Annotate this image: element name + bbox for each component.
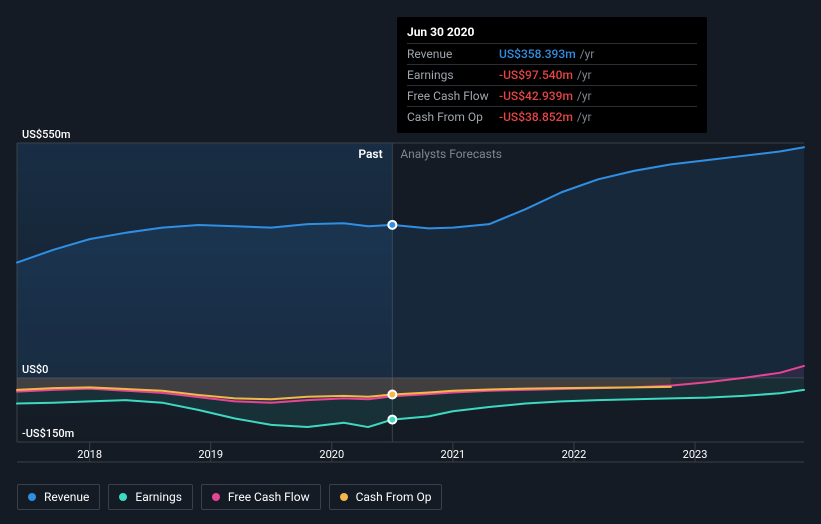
legend-label: Earnings	[135, 490, 182, 504]
legend-dot-icon	[212, 493, 220, 501]
x-axis-label: 2023	[683, 448, 708, 461]
tooltip-metric-unit: /yr	[577, 68, 592, 82]
tooltip-row: Free Cash Flow-US$42.939m/yr	[407, 85, 697, 106]
tooltip-metric-value: -US$38.852m	[499, 110, 573, 124]
tooltip-row: RevenueUS$358.393m/yr	[407, 43, 697, 64]
legend-label: Cash From Op	[356, 490, 432, 504]
y-axis-label: US$0	[22, 363, 48, 376]
x-axis-label: 2019	[198, 448, 223, 461]
x-axis-label: 2021	[441, 448, 466, 461]
y-axis-label: US$550m	[22, 128, 70, 141]
chart-legend: Revenue Earnings Free Cash Flow Cash From O…	[17, 484, 442, 510]
financial-forecast-chart: Past Analysts Forecasts Jun 30 2020 Reve…	[0, 0, 821, 524]
legend-item-cfop[interactable]: Cash From Op	[329, 484, 443, 510]
tooltip-metric-unit: /yr	[577, 89, 592, 103]
forecast-region-label: Analysts Forecasts	[400, 147, 502, 161]
past-region-label: Past	[358, 147, 382, 161]
legend-dot-icon	[340, 493, 348, 501]
legend-item-earnings[interactable]: Earnings	[108, 484, 193, 510]
tooltip-metric-label: Revenue	[407, 47, 499, 61]
tooltip-metric-value: -US$97.540m	[499, 68, 573, 82]
legend-item-fcf[interactable]: Free Cash Flow	[201, 484, 321, 510]
tooltip-date: Jun 30 2020	[407, 25, 697, 39]
tooltip-metric-label: Cash From Op	[407, 110, 499, 124]
legend-label: Revenue	[44, 490, 89, 504]
tooltip-metric-label: Free Cash Flow	[407, 89, 499, 103]
tooltip-row: Cash From Op-US$38.852m/yr	[407, 106, 697, 127]
x-axis-label: 2022	[562, 448, 587, 461]
tooltip-metric-unit: /yr	[577, 110, 592, 124]
legend-label: Free Cash Flow	[228, 490, 310, 504]
x-axis-label: 2018	[77, 448, 102, 461]
y-axis-label: -US$150m	[22, 427, 74, 440]
tooltip-metric-label: Earnings	[407, 68, 499, 82]
tooltip-metric-value: -US$42.939m	[499, 89, 573, 103]
x-axis-label: 2020	[319, 448, 344, 461]
tooltip-metric-unit: /yr	[580, 47, 595, 61]
hover-tooltip: Jun 30 2020 RevenueUS$358.393m/yrEarning…	[397, 17, 707, 133]
tooltip-row: Earnings-US$97.540m/yr	[407, 64, 697, 85]
legend-dot-icon	[28, 493, 36, 501]
legend-item-revenue[interactable]: Revenue	[17, 484, 100, 510]
legend-dot-icon	[119, 493, 127, 501]
tooltip-metric-value: US$358.393m	[499, 47, 576, 61]
